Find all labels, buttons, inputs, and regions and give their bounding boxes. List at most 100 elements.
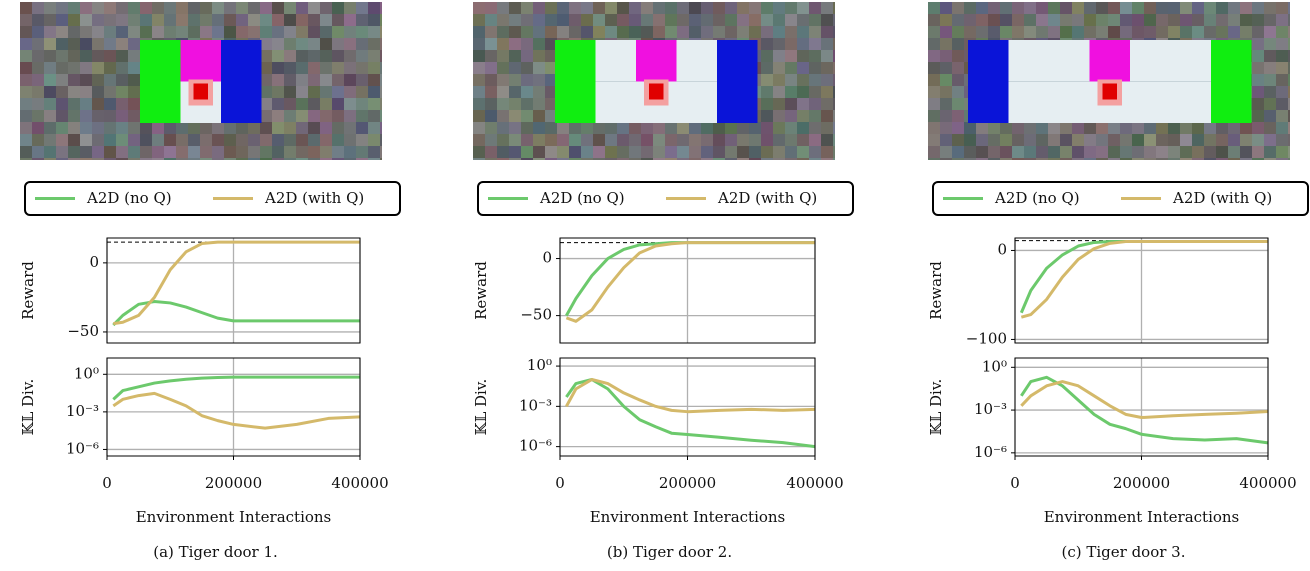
noise-pixel — [296, 2, 308, 14]
noise-pixel — [212, 2, 224, 14]
noise-pixel — [1024, 134, 1036, 146]
noise-pixel — [497, 26, 509, 38]
noise-pixel — [308, 14, 320, 26]
noise-pixel — [368, 158, 380, 160]
noise-pixel — [1240, 122, 1252, 134]
noise-pixel — [260, 2, 272, 14]
noise-pixel — [569, 146, 581, 158]
noise-pixel — [761, 98, 773, 110]
noise-pixel — [940, 86, 952, 98]
noise-pixel — [701, 2, 713, 14]
observation-image — [928, 2, 1290, 160]
noise-pixel — [952, 134, 964, 146]
noise-pixel — [344, 98, 356, 110]
noise-pixel — [56, 146, 68, 158]
noise-pixel — [128, 50, 140, 62]
noise-pixel — [332, 134, 344, 146]
noise-pixel — [308, 134, 320, 146]
figure: −500RewardA2D (no Q)A2D (with Q)10⁰10⁻³1… — [0, 0, 1310, 571]
noise-pixel — [260, 146, 272, 158]
noise-pixel — [725, 26, 737, 38]
noise-pixel — [593, 14, 605, 26]
noise-pixel — [152, 158, 164, 160]
noise-pixel — [236, 158, 248, 160]
noise-pixel — [356, 74, 368, 86]
noise-pixel — [485, 26, 497, 38]
noise-pixel — [665, 134, 677, 146]
noise-pixel — [1012, 146, 1024, 158]
noise-pixel — [785, 158, 797, 160]
noise-pixel — [1252, 146, 1264, 158]
noise-pixel — [605, 134, 617, 146]
noise-pixel — [164, 158, 176, 160]
noise-pixel — [1108, 26, 1120, 38]
noise-pixel — [1060, 134, 1072, 146]
noise-pixel — [68, 74, 80, 86]
noise-pixel — [272, 86, 284, 98]
noise-pixel — [569, 134, 581, 146]
noise-pixel — [188, 14, 200, 26]
noise-pixel — [1204, 134, 1216, 146]
noise-pixel — [509, 50, 521, 62]
noise-pixel — [964, 134, 976, 146]
noise-pixel — [188, 2, 200, 14]
noise-pixel — [92, 110, 104, 122]
noise-pixel — [605, 146, 617, 158]
noise-pixel — [356, 38, 368, 50]
noise-pixel — [344, 50, 356, 62]
noise-pixel — [928, 26, 940, 38]
noise-pixel — [1204, 14, 1216, 26]
noise-pixel — [368, 50, 380, 62]
noise-pixel — [749, 2, 761, 14]
caption: (a) Tiger door 1. — [153, 543, 278, 561]
noise-pixel — [380, 146, 382, 158]
y-tick-label: 10⁻⁶ — [974, 443, 1007, 461]
noise-pixel — [557, 14, 569, 26]
door-cell — [968, 40, 1009, 123]
noise-pixel — [521, 86, 533, 98]
noise-pixel — [1144, 14, 1156, 26]
noise-pixel — [1012, 158, 1024, 160]
noise-pixel — [344, 134, 356, 146]
noise-pixel — [1120, 146, 1132, 158]
noise-pixel — [296, 98, 308, 110]
noise-pixel — [485, 2, 497, 14]
noise-pixel — [1144, 2, 1156, 14]
noise-pixel — [368, 62, 380, 74]
series-line — [113, 302, 360, 325]
noise-pixel — [68, 26, 80, 38]
noise-pixel — [509, 2, 521, 14]
noise-pixel — [1036, 122, 1048, 134]
noise-pixel — [80, 98, 92, 110]
noise-pixel — [593, 26, 605, 38]
noise-pixel — [332, 38, 344, 50]
noise-pixel — [356, 122, 368, 134]
noise-pixel — [368, 86, 380, 98]
noise-pixel — [308, 38, 320, 50]
noise-pixel — [509, 122, 521, 134]
noise-pixel — [320, 122, 332, 134]
noise-pixel — [1120, 14, 1132, 26]
noise-pixel — [200, 146, 212, 158]
noise-pixel — [677, 14, 689, 26]
x-tick-label: 0 — [102, 474, 112, 492]
noise-pixel — [1264, 134, 1276, 146]
noise-pixel — [617, 146, 629, 158]
noise-pixel — [1264, 14, 1276, 26]
noise-pixel — [677, 146, 689, 158]
noise-pixel — [356, 14, 368, 26]
noise-pixel — [1036, 146, 1048, 158]
noise-pixel — [701, 146, 713, 158]
noise-pixel — [164, 2, 176, 14]
noise-pixel — [821, 50, 833, 62]
noise-pixel — [320, 146, 332, 158]
y-tick-label: 10⁰ — [982, 357, 1007, 375]
noise-pixel — [308, 62, 320, 74]
noise-pixel — [761, 122, 773, 134]
noise-pixel — [629, 14, 641, 26]
noise-pixel — [737, 146, 749, 158]
noise-pixel — [212, 146, 224, 158]
noise-pixel — [665, 158, 677, 160]
noise-pixel — [1048, 158, 1060, 160]
noise-pixel — [533, 122, 545, 134]
